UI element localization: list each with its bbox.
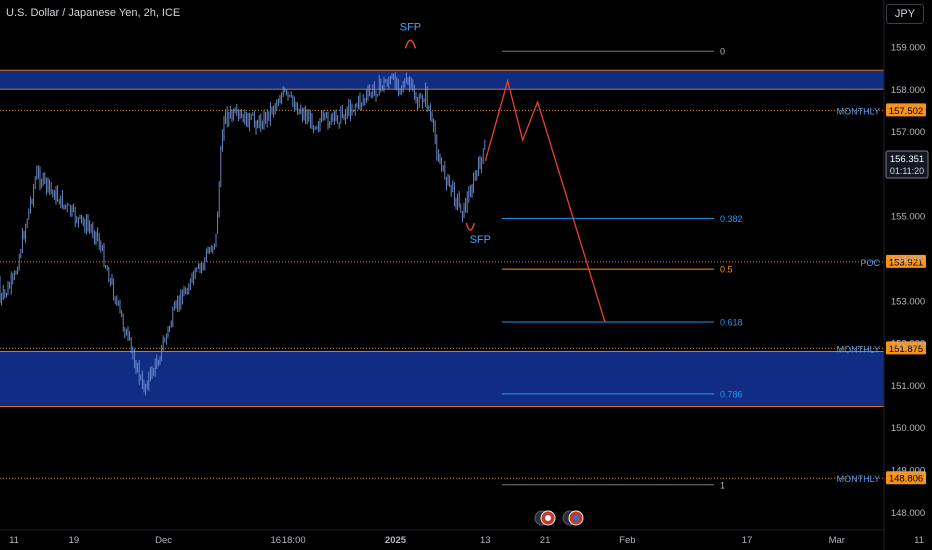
time-tick-label: 13 (480, 535, 491, 546)
projection-path (484, 78, 606, 323)
price-tick-label: 155.000 (891, 212, 925, 223)
time-tick-label: Dec (155, 535, 172, 546)
price-tick-label: 153.000 (891, 296, 925, 307)
supply-demand-zone (0, 70, 884, 90)
fib-level-label: 1 (720, 480, 725, 490)
price-tick-label: 159.000 (891, 43, 925, 54)
price-tick-label: 150.000 (891, 423, 925, 434)
time-tick-label: 18:00 (282, 535, 306, 546)
level-badge (886, 103, 926, 117)
fib-level-label: 0.5 (720, 265, 733, 275)
fib-level-label: 0.382 (720, 214, 743, 224)
time-tick-label: 16 (271, 535, 282, 546)
level-label: POC (860, 258, 880, 268)
chart-title: U.S. Dollar / Japanese Yen, 2h, ICE (6, 7, 181, 19)
last-price-value: 156.351 (890, 154, 924, 165)
fib-level-label: 0.786 (720, 389, 743, 399)
level-badge (886, 254, 926, 268)
price-tick-label: 149.000 (891, 466, 925, 477)
time-tick-label: 17 (742, 535, 753, 546)
sfp-label: SFP (400, 21, 421, 33)
time-tick-label: Mar (829, 535, 845, 546)
event-icon-center (545, 515, 551, 521)
time-tick-label: 19 (69, 535, 80, 546)
supply-demand-zone (0, 351, 884, 407)
price-tick-label: 152.000 (891, 339, 925, 350)
time-tick-label: 2025 (385, 535, 407, 546)
fib-level-label: 0.618 (720, 317, 743, 327)
level-label: MONTHLY (837, 106, 880, 116)
sfp-label: SFP (470, 234, 491, 246)
level-label: MONTHLY (837, 344, 880, 354)
level-label: MONTHLY (837, 474, 880, 484)
time-tick-label: Feb (619, 535, 635, 546)
currency-button[interactable]: JPY (886, 4, 924, 24)
sfp-arc (404, 39, 417, 49)
price-tick-label: 158.000 (891, 85, 925, 96)
time-tick-label: 11 (9, 535, 19, 546)
level-badge-value: 157.502 (889, 106, 923, 117)
price-tick-label: 157.000 (891, 127, 925, 138)
price-tick-label: 154.000 (891, 254, 925, 265)
price-tick-label: 148.000 (891, 508, 925, 519)
level-badge-value: 153.921 (889, 257, 923, 268)
fib-level-label: 0 (720, 47, 725, 57)
level-badge (886, 341, 926, 355)
level-badge-value: 148.806 (889, 474, 923, 485)
sfp-arc (465, 222, 476, 231)
level-badge-value: 151.875 (889, 344, 923, 355)
time-tick-label: 21 (540, 535, 551, 546)
price-tick-label: 151.000 (891, 381, 925, 392)
level-badge (886, 471, 926, 485)
last-price-countdown: 01:11:20 (890, 166, 924, 176)
time-tick-label: 11 (914, 535, 924, 546)
event-icon-center (573, 515, 579, 521)
candles (0, 72, 486, 396)
last-price-box (885, 150, 929, 179)
